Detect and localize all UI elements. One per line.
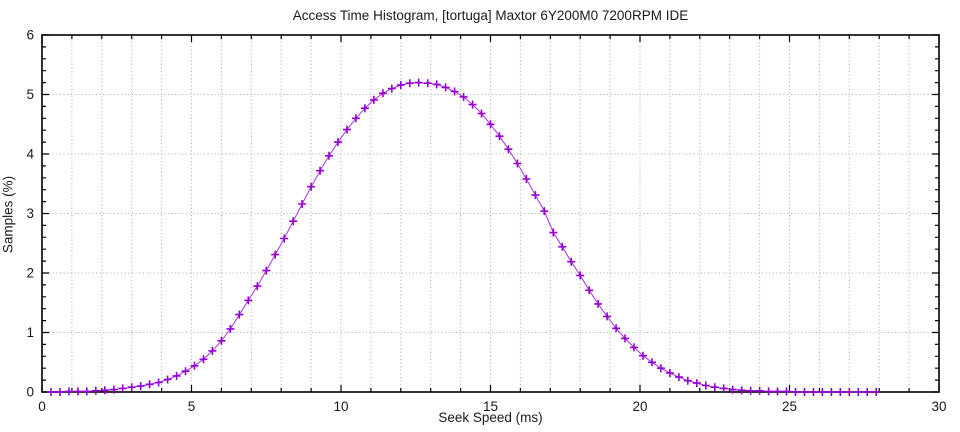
- x-tick-label: 25: [782, 399, 797, 414]
- x-tick-label: 0: [38, 399, 46, 414]
- x-tick-label: 20: [632, 399, 647, 414]
- x-tick-label: 30: [931, 399, 946, 414]
- y-tick-label: 6: [26, 28, 34, 43]
- y-tick-label: 2: [26, 266, 34, 281]
- y-tick-label: 4: [26, 147, 34, 162]
- y-ticks: [42, 34, 939, 393]
- x-tick-label: 10: [333, 399, 348, 414]
- chart-title: Access Time Histogram, [tortuga] Maxtor …: [292, 8, 689, 23]
- x-tick-label: 15: [483, 399, 498, 414]
- y-tick-label: 3: [26, 206, 34, 221]
- plot-border: [41, 34, 940, 393]
- x-tick-label: 5: [188, 399, 196, 414]
- y-tick-label: 5: [26, 87, 34, 102]
- series-line: [51, 82, 877, 393]
- y-tick-label: 0: [26, 385, 34, 400]
- x-ticks: [41, 35, 940, 392]
- y-tick-label: 1: [26, 325, 34, 340]
- series-markers: [47, 78, 881, 396]
- x-axis-label: Seek Speed (ms): [438, 410, 543, 425]
